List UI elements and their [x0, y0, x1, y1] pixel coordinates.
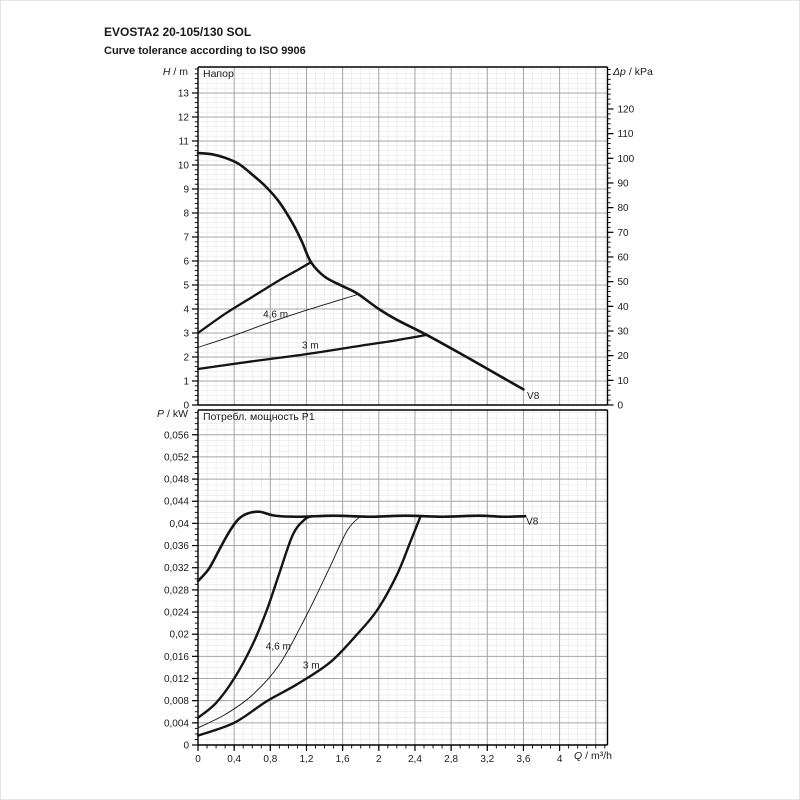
svg-text:80: 80 [618, 203, 630, 214]
svg-text:0,024: 0,024 [164, 608, 189, 619]
svg-text:120: 120 [618, 104, 635, 115]
svg-text:0,4: 0,4 [227, 754, 241, 765]
svg-text:0,02: 0,02 [170, 630, 190, 641]
power-axis-unit: / kW [167, 408, 188, 420]
svg-text:0,036: 0,036 [164, 541, 189, 552]
svg-text:3,2: 3,2 [480, 754, 494, 765]
head-axis-symbol: H [162, 66, 171, 78]
svg-text:0,008: 0,008 [164, 696, 189, 707]
svg-text:7: 7 [183, 233, 189, 244]
svg-text:100: 100 [618, 154, 635, 165]
power-curve-3m [196, 515, 422, 737]
flow-axis-title: Q / m³/h [574, 750, 613, 763]
svg-text:0: 0 [183, 401, 189, 412]
pressure-axis-unit: / kPa [628, 66, 653, 78]
power-curve-4-6m [197, 516, 361, 729]
svg-text:9: 9 [183, 185, 189, 196]
max-speed-power-curve [196, 510, 527, 583]
svg-text:3: 3 [183, 329, 189, 340]
curve-4-6m [197, 293, 360, 348]
svg-text:V8: V8 [527, 391, 540, 402]
svg-text:0: 0 [183, 741, 189, 752]
svg-text:0,056: 0,056 [164, 430, 189, 441]
svg-text:2: 2 [183, 353, 189, 364]
pressure-axis-title: Δp / kPa [613, 66, 653, 79]
pressure-axis-symbol: Δp [613, 66, 626, 78]
head-axis-unit: / m [173, 66, 188, 78]
svg-text:10: 10 [178, 161, 190, 172]
svg-text:30: 30 [618, 326, 630, 337]
head-chart: 0123456789101112130102030405060708090100… [178, 66, 635, 412]
svg-text:V8: V8 [526, 517, 539, 528]
svg-text:1,6: 1,6 [336, 754, 350, 765]
figure-title: EVOSTA2 20-105/130 SOL [104, 25, 252, 39]
svg-text:13: 13 [178, 89, 190, 100]
svg-text:3 m: 3 m [302, 341, 319, 352]
svg-text:12: 12 [178, 113, 190, 124]
svg-text:0,8: 0,8 [263, 754, 277, 765]
svg-text:0,028: 0,028 [164, 585, 189, 596]
svg-text:8: 8 [183, 209, 189, 220]
svg-text:40: 40 [618, 302, 630, 313]
svg-text:0,052: 0,052 [164, 452, 189, 463]
svg-text:4,6 m: 4,6 m [266, 642, 291, 653]
svg-text:4: 4 [557, 754, 563, 765]
curve-3m [196, 333, 428, 371]
power-axis-symbol: P [156, 408, 164, 420]
svg-text:1,2: 1,2 [300, 754, 314, 765]
svg-text:0: 0 [195, 754, 201, 765]
power-axis-title: P / kW [98, 408, 188, 421]
svg-text:0,048: 0,048 [164, 475, 189, 486]
svg-text:10: 10 [618, 376, 630, 387]
svg-text:5: 5 [183, 281, 189, 292]
flow-axis-symbol: Q [574, 750, 583, 762]
svg-text:0: 0 [618, 401, 624, 412]
proportional-max-curve [196, 261, 313, 335]
svg-text:70: 70 [618, 228, 630, 239]
svg-text:3,6: 3,6 [516, 754, 530, 765]
svg-text:2,8: 2,8 [444, 754, 458, 765]
svg-text:0,044: 0,044 [164, 497, 189, 508]
head-chart-label: Напор [203, 68, 234, 80]
svg-text:0,016: 0,016 [164, 652, 189, 663]
svg-text:0,04: 0,04 [170, 519, 190, 530]
svg-text:20: 20 [618, 351, 630, 362]
svg-text:11: 11 [179, 137, 190, 148]
power-chart-label: Потребл. мощность P1 [203, 411, 315, 423]
svg-text:6: 6 [183, 257, 189, 268]
svg-text:2: 2 [376, 754, 382, 765]
svg-text:4,6 m: 4,6 m [263, 309, 288, 320]
svg-text:110: 110 [618, 129, 634, 140]
svg-text:2,4: 2,4 [408, 754, 422, 765]
svg-text:4: 4 [183, 305, 189, 316]
head-axis-title: H / m [98, 66, 188, 79]
svg-text:3 m: 3 m [303, 661, 320, 672]
svg-text:0,032: 0,032 [164, 563, 189, 574]
svg-text:1: 1 [183, 377, 189, 388]
svg-text:90: 90 [618, 178, 630, 189]
proportional-max-power-curve [196, 514, 314, 720]
svg-text:0,004: 0,004 [164, 718, 189, 729]
svg-text:0,012: 0,012 [164, 674, 189, 685]
figure-subtitle: Curve tolerance according to ISO 9906 [104, 45, 306, 57]
svg-text:50: 50 [618, 277, 630, 288]
power-chart: 0 0,004 0,008 0,012 0,016 0,02 0,024 0,028 0,032… [164, 409, 609, 765]
flow-axis-unit: / m³/h [585, 750, 613, 762]
svg-text:60: 60 [618, 252, 630, 263]
